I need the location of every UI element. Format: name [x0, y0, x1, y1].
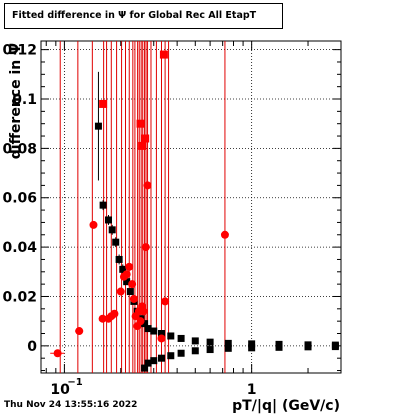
black-square-marker	[108, 226, 116, 234]
black-square-marker	[304, 343, 312, 351]
black-square-marker	[157, 330, 165, 338]
black-square-marker	[224, 339, 232, 347]
black-square-marker	[191, 347, 199, 355]
black-square-marker	[177, 349, 185, 357]
y-tick-label: 0.04	[2, 240, 37, 256]
red-circle-marker	[116, 287, 125, 296]
data-markers	[50, 50, 339, 372]
grid	[41, 41, 341, 373]
red-square-marker	[141, 134, 150, 143]
y-tick-label: 0.1	[12, 92, 37, 108]
black-square-marker	[206, 346, 214, 354]
chart-title: Fitted difference in Ψ for Global Rec Al…	[12, 10, 257, 21]
red-square-marker	[136, 119, 145, 128]
red-circle-marker	[128, 280, 137, 289]
black-square-marker	[119, 265, 127, 273]
black-square-marker	[167, 352, 175, 360]
black-square-marker	[141, 364, 149, 372]
y-tick-label: 0.08	[2, 141, 37, 157]
red-circle-marker	[220, 230, 229, 239]
x-tick-label: 1	[247, 382, 257, 398]
y-tick-label: 0	[27, 339, 37, 355]
black-square-marker	[191, 337, 199, 345]
x-tick-label: 10	[50, 382, 70, 398]
black-square-marker	[224, 344, 232, 352]
black-square-marker	[144, 325, 152, 333]
chart-title-box: Fitted difference in Ψ for Global Rec Al…	[4, 3, 283, 29]
black-square-marker	[105, 216, 113, 224]
x-tick-label-exponent: −1	[67, 377, 82, 388]
black-square-marker	[126, 288, 134, 296]
red-circle-marker	[139, 307, 148, 316]
red-circle-marker	[89, 220, 98, 229]
black-square-marker	[99, 201, 107, 209]
y-axis-label: difference in Ψ	[8, 43, 24, 159]
black-square-marker	[167, 332, 175, 340]
red-circle-marker	[53, 349, 62, 358]
red-circle-marker	[122, 270, 131, 279]
red-square-marker	[159, 50, 168, 59]
black-square-marker	[248, 340, 256, 348]
red-circle-marker	[141, 243, 150, 252]
red-circle-marker	[129, 294, 138, 303]
black-square-marker	[157, 354, 165, 362]
black-square-marker	[150, 357, 158, 365]
black-square-marker	[123, 278, 131, 286]
axis-ticks	[41, 41, 342, 373]
red-circle-marker	[75, 327, 84, 336]
red-circle-marker	[125, 262, 134, 271]
black-square-marker	[94, 122, 102, 130]
red-square-marker	[138, 141, 147, 150]
plot-frame	[40, 40, 342, 374]
timestamp: Thu Nov 24 13:55:16 2022	[4, 400, 138, 410]
red-circle-marker	[161, 297, 170, 306]
red-circle-marker	[98, 314, 107, 323]
black-square-marker	[331, 343, 339, 351]
black-square-marker	[177, 334, 185, 342]
x-axis-label: pT/|q| (GeV/c)	[232, 398, 340, 414]
black-square-marker	[115, 255, 123, 263]
black-square-marker	[112, 238, 120, 246]
red-circle-marker	[157, 334, 166, 343]
red-circle-marker	[110, 309, 119, 318]
black-square-marker	[275, 343, 283, 351]
red-circle-marker	[136, 317, 145, 326]
y-tick-label: 0.02	[2, 289, 37, 305]
black-square-marker	[150, 327, 158, 335]
black-square-marker	[206, 338, 214, 346]
y-tick-label: 0.06	[2, 191, 37, 207]
red-circle-marker	[143, 181, 152, 190]
tick-labels: 0 0.02 0.04 0.06 0.08 0.1 0.12 10−1 1	[2, 43, 256, 398]
black-square-marker	[248, 344, 256, 352]
red-square-marker	[99, 99, 108, 108]
black-square-marker	[141, 320, 149, 328]
y-tick-label: 0.12	[2, 43, 37, 59]
black-square-marker	[144, 359, 152, 367]
